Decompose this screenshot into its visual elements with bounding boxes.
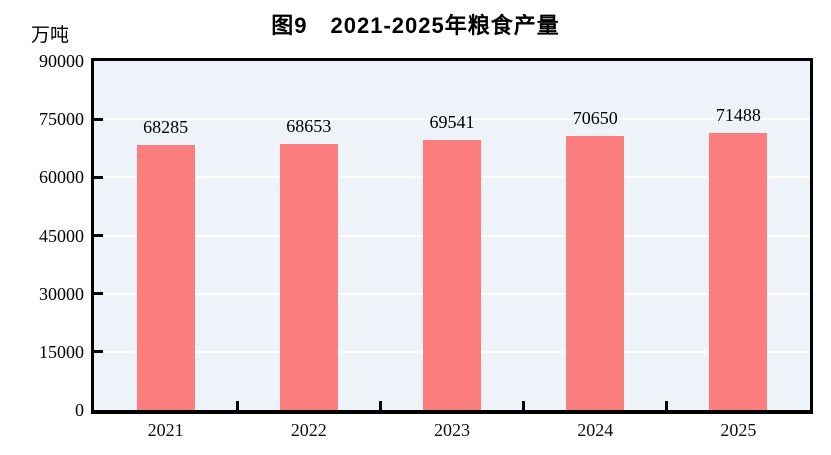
x-axis-labels: 2021 2022 2023 2024 2025 (91, 417, 813, 451)
bar-value-label: 70650 (572, 108, 618, 129)
y-axis-tick (94, 234, 103, 237)
x-axis-tick-label: 2024 (577, 420, 614, 440)
x-axis-tick (378, 401, 382, 410)
x-axis-tick (522, 401, 526, 410)
y-axis-labels: 0 15000 30000 45000 60000 75000 90000 (0, 51, 84, 420)
bar-value-label: 71488 (715, 104, 761, 125)
plot-inner: 68285 68653 69541 70650 71488 (94, 61, 810, 410)
x-axis-tick (235, 401, 239, 410)
x-axis-tick-label: 2025 (720, 420, 757, 440)
x-axis-tick (665, 401, 669, 410)
bar-value-label: 68285 (143, 117, 189, 138)
y-axis-tick-label: 45000 (39, 225, 84, 246)
y-axis-tick-label: 15000 (39, 341, 84, 362)
y-axis-tick (94, 292, 103, 296)
x-axis-tick-label: 2021 (147, 420, 184, 440)
bar-value-label: 68653 (286, 115, 332, 136)
bar (709, 132, 768, 410)
y-axis-tick (94, 117, 103, 121)
x-axis-tick-label: 2023 (434, 420, 470, 440)
y-axis-tick (94, 175, 103, 179)
chart-title: 图9 2021-2025年粮食产量 (271, 13, 560, 38)
y-axis-tick-label: 30000 (39, 283, 84, 304)
bar (566, 136, 625, 410)
y-axis-tick-label: 90000 (39, 51, 84, 71)
y-axis-tick (94, 350, 103, 354)
plot-area: 68285 68653 69541 70650 71488 (91, 58, 813, 414)
y-axis-tick-label: 60000 (39, 167, 84, 188)
bar (136, 145, 195, 410)
x-axis-tick-label: 2022 (290, 420, 327, 440)
y-axis-tick-label: 75000 (39, 109, 84, 130)
bar-value-label: 69541 (429, 112, 475, 133)
y-axis-tick-label: 0 (75, 400, 84, 420)
bar (423, 140, 481, 410)
bar (279, 143, 338, 410)
gridline (94, 118, 810, 121)
y-axis-unit-label: 万吨 (31, 25, 70, 46)
